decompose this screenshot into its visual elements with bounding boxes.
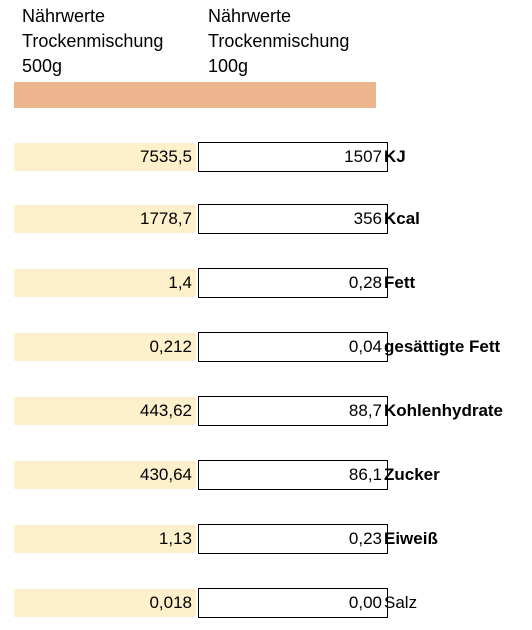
value-500g-cell[interactable]: 1778,7 (14, 205, 196, 233)
header-500g: Nährwerte Trockenmischung 500g (22, 4, 163, 79)
header-100g: Nährwerte Trockenmischung 100g (208, 4, 349, 79)
value-500g-cell[interactable]: 430,64 (14, 461, 196, 489)
header-100g-line2: Trockenmischung (208, 31, 350, 51)
value-100g-cell[interactable]: 0,00 (198, 588, 388, 618)
value-100g-cell[interactable]: 86,1 (198, 460, 388, 490)
nutrient-label: Eiweiß (384, 529, 438, 548)
nutrient-label: Kcal (384, 209, 420, 228)
nutrition-row-gesaettigte-fett: 0,212 0,04 gesättigte Fett (14, 332, 532, 362)
value-100g-cell[interactable]: 1507 (198, 142, 388, 172)
value-100g-cell[interactable]: 356 (198, 204, 388, 234)
value-500g-cell[interactable]: 7535,5 (14, 143, 196, 171)
nutrition-row-kohlenhydrate: 443,62 88,7 Kohlenhydrate (14, 396, 532, 426)
nutrient-label: Salz (384, 593, 418, 612)
header-500g-line2: Trockenmischung (22, 31, 164, 51)
value-500g-cell[interactable]: 0,018 (14, 589, 196, 617)
value-100g-cell[interactable]: 0,28 (198, 268, 388, 298)
nutrient-label: gesättigte Fett (384, 337, 501, 356)
value-500g-cell[interactable]: 0,212 (14, 333, 196, 361)
header-bar (14, 82, 376, 108)
nutrition-row-kcal: 1778,7 356 Kcal (14, 204, 532, 234)
nutrient-label: Fett (384, 273, 416, 292)
nutrient-label: KJ (384, 147, 406, 166)
nutrition-row-zucker: 430,64 86,1 Zucker (14, 460, 532, 490)
header-100g-line3: 100g (208, 56, 249, 76)
value-500g-cell[interactable]: 443,62 (14, 397, 196, 425)
value-500g-cell[interactable]: 1,13 (14, 525, 196, 553)
nutrient-label: Kohlenhydrate (384, 401, 504, 420)
nutrition-row-kj: 7535,5 1507 KJ (14, 142, 532, 172)
header-500g-line3: 500g (22, 56, 63, 76)
value-100g-cell[interactable]: 0,23 (198, 524, 388, 554)
header-500g-line1: Nährwerte (22, 6, 106, 26)
value-500g-cell[interactable]: 1,4 (14, 269, 196, 297)
header-100g-line1: Nährwerte (208, 6, 292, 26)
value-100g-cell[interactable]: 0,04 (198, 332, 388, 362)
nutrition-row-eiweiss: 1,13 0,23 Eiweiß (14, 524, 532, 554)
nutrition-row-fett: 1,4 0,28 Fett (14, 268, 532, 298)
nutrition-row-salz: 0,018 0,00 Salz (14, 588, 532, 618)
nutrient-label: Zucker (384, 465, 440, 484)
value-100g-cell[interactable]: 88,7 (198, 396, 388, 426)
